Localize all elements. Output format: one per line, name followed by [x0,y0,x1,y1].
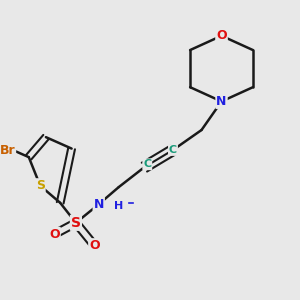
Text: H: H [114,201,123,211]
Text: O: O [49,228,60,241]
Text: N: N [94,198,104,211]
Text: C: C [143,159,151,169]
Text: S: S [71,216,81,230]
Text: O: O [89,239,100,252]
Text: O: O [216,29,227,42]
Text: S: S [36,179,45,192]
Text: C: C [169,145,177,155]
Text: Br: Br [0,143,15,157]
Text: N: N [216,95,227,108]
